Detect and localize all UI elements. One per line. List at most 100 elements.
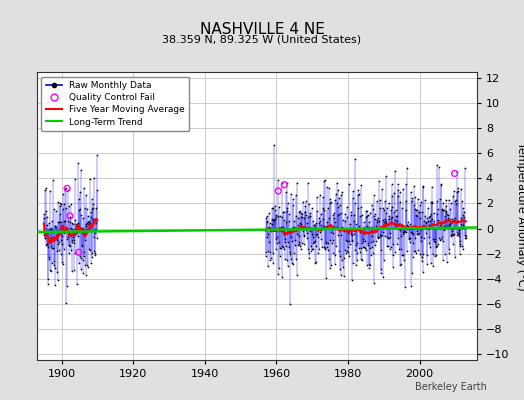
Point [372,228,380,234]
Point [339,264,347,270]
Point [53,199,62,206]
Point [86,247,94,254]
Point [434,234,443,241]
Point [418,254,426,260]
Point [272,212,280,218]
Point [362,247,370,253]
Point [304,246,312,252]
Point [384,243,392,249]
Point [405,235,413,242]
Point [290,250,298,256]
Point [379,274,388,280]
Point [77,211,85,218]
Point [427,260,435,266]
Point [62,205,70,212]
Point [278,180,286,186]
Point [297,214,305,220]
Point [82,222,91,229]
Point [394,193,402,200]
Point [66,213,74,219]
Point [443,211,451,217]
Point [74,219,82,226]
Point [376,232,384,238]
Point [453,169,461,175]
Point [298,240,306,246]
Point [321,240,330,246]
Point [264,248,272,254]
Point [70,237,79,244]
Point [265,224,274,230]
Point [365,219,374,225]
Point [348,238,356,245]
Point [92,204,100,211]
Point [360,226,368,232]
Point [285,218,293,224]
Point [366,262,375,268]
Point [271,236,280,242]
Point [63,234,72,240]
Point [400,228,408,235]
Point [457,215,465,222]
Point [361,245,369,252]
Point [349,194,357,201]
Point [299,241,308,247]
Point [322,274,330,281]
Point [70,250,79,256]
Point [370,242,379,249]
Point [285,211,293,217]
Point [358,212,366,219]
Point [394,181,402,187]
Point [320,222,329,229]
Point [439,238,447,244]
Point [401,224,409,231]
Point [90,234,98,240]
Point [301,198,310,204]
Point [316,211,325,218]
Point [297,246,305,252]
Point [280,231,288,237]
Point [416,215,424,221]
Point [336,232,345,238]
Point [292,180,301,186]
Point [431,242,440,249]
Point [298,211,307,217]
Point [62,300,70,306]
Point [294,232,303,239]
Point [340,272,348,279]
Point [51,265,59,271]
Point [274,188,282,194]
Point [47,243,55,250]
Point [303,214,312,220]
Point [346,228,355,234]
Point [331,261,339,267]
Point [92,227,101,233]
Point [265,239,273,246]
Point [424,214,433,220]
Point [409,240,418,246]
Point [330,214,338,221]
Point [353,250,362,256]
Point [333,186,342,193]
Point [72,223,80,229]
Point [430,238,439,244]
Point [277,228,286,234]
Point [380,257,389,264]
Point [403,165,411,171]
Point [59,230,68,236]
Point [68,237,76,243]
Point [434,241,442,247]
Point [391,221,400,227]
Point [368,238,377,244]
Point [354,225,362,232]
Point [454,185,463,192]
Point [357,182,366,188]
Point [317,226,325,233]
Point [47,268,55,274]
Point [322,244,331,250]
Point [63,225,71,232]
Point [425,240,434,246]
Point [297,221,305,227]
Point [364,265,373,272]
Point [316,218,324,224]
Point [288,196,297,202]
